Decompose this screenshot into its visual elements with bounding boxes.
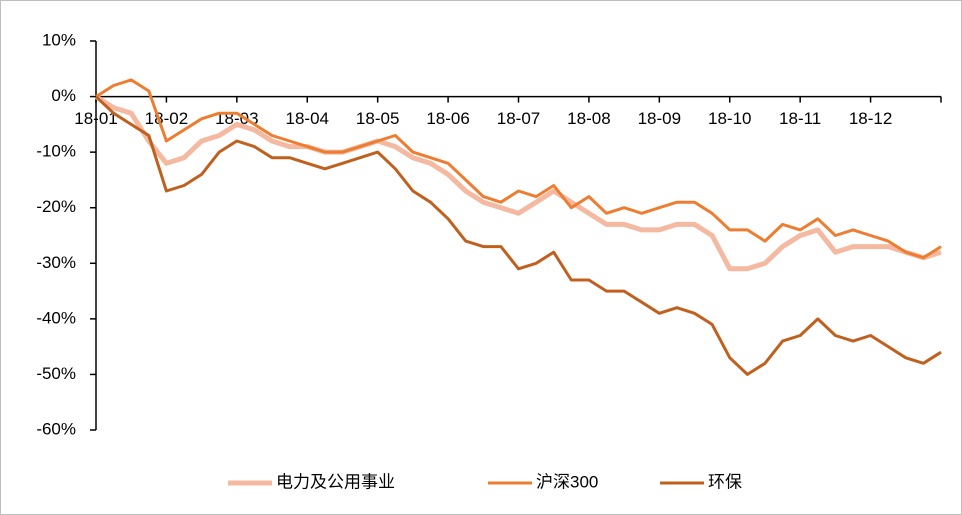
legend-label: 沪深300 <box>536 472 598 491</box>
x-tick-label: 18-02 <box>145 109 188 128</box>
y-tick-label: -50% <box>36 364 76 383</box>
x-tick-label: 18-12 <box>849 109 892 128</box>
y-tick-label: -10% <box>36 142 76 161</box>
x-tick-label: 18-10 <box>708 109 751 128</box>
x-tick-label: 18-07 <box>497 109 540 128</box>
x-tick-label: 18-04 <box>286 109 329 128</box>
series-line <box>95 78 942 260</box>
y-tick-label: -30% <box>36 253 76 272</box>
x-tick-label: 18-11 <box>779 109 821 128</box>
series-line <box>94 94 942 272</box>
y-tick-label: 0% <box>51 86 76 105</box>
y-tick-label: -20% <box>36 197 76 216</box>
x-tick-label: 18-01 <box>74 109 117 128</box>
y-tick-label: -40% <box>36 308 76 327</box>
legend-label: 电力及公用事业 <box>276 472 395 491</box>
legend-label: 环保 <box>708 472 742 491</box>
x-tick-label: 18-08 <box>567 109 610 128</box>
x-tick-label: 18-05 <box>356 109 399 128</box>
y-tick-label: -60% <box>36 419 76 438</box>
series-line <box>94 95 942 376</box>
x-tick-label: 18-06 <box>426 109 469 128</box>
y-tick-label: 10% <box>42 30 76 49</box>
x-tick-label: 18-09 <box>638 109 681 128</box>
